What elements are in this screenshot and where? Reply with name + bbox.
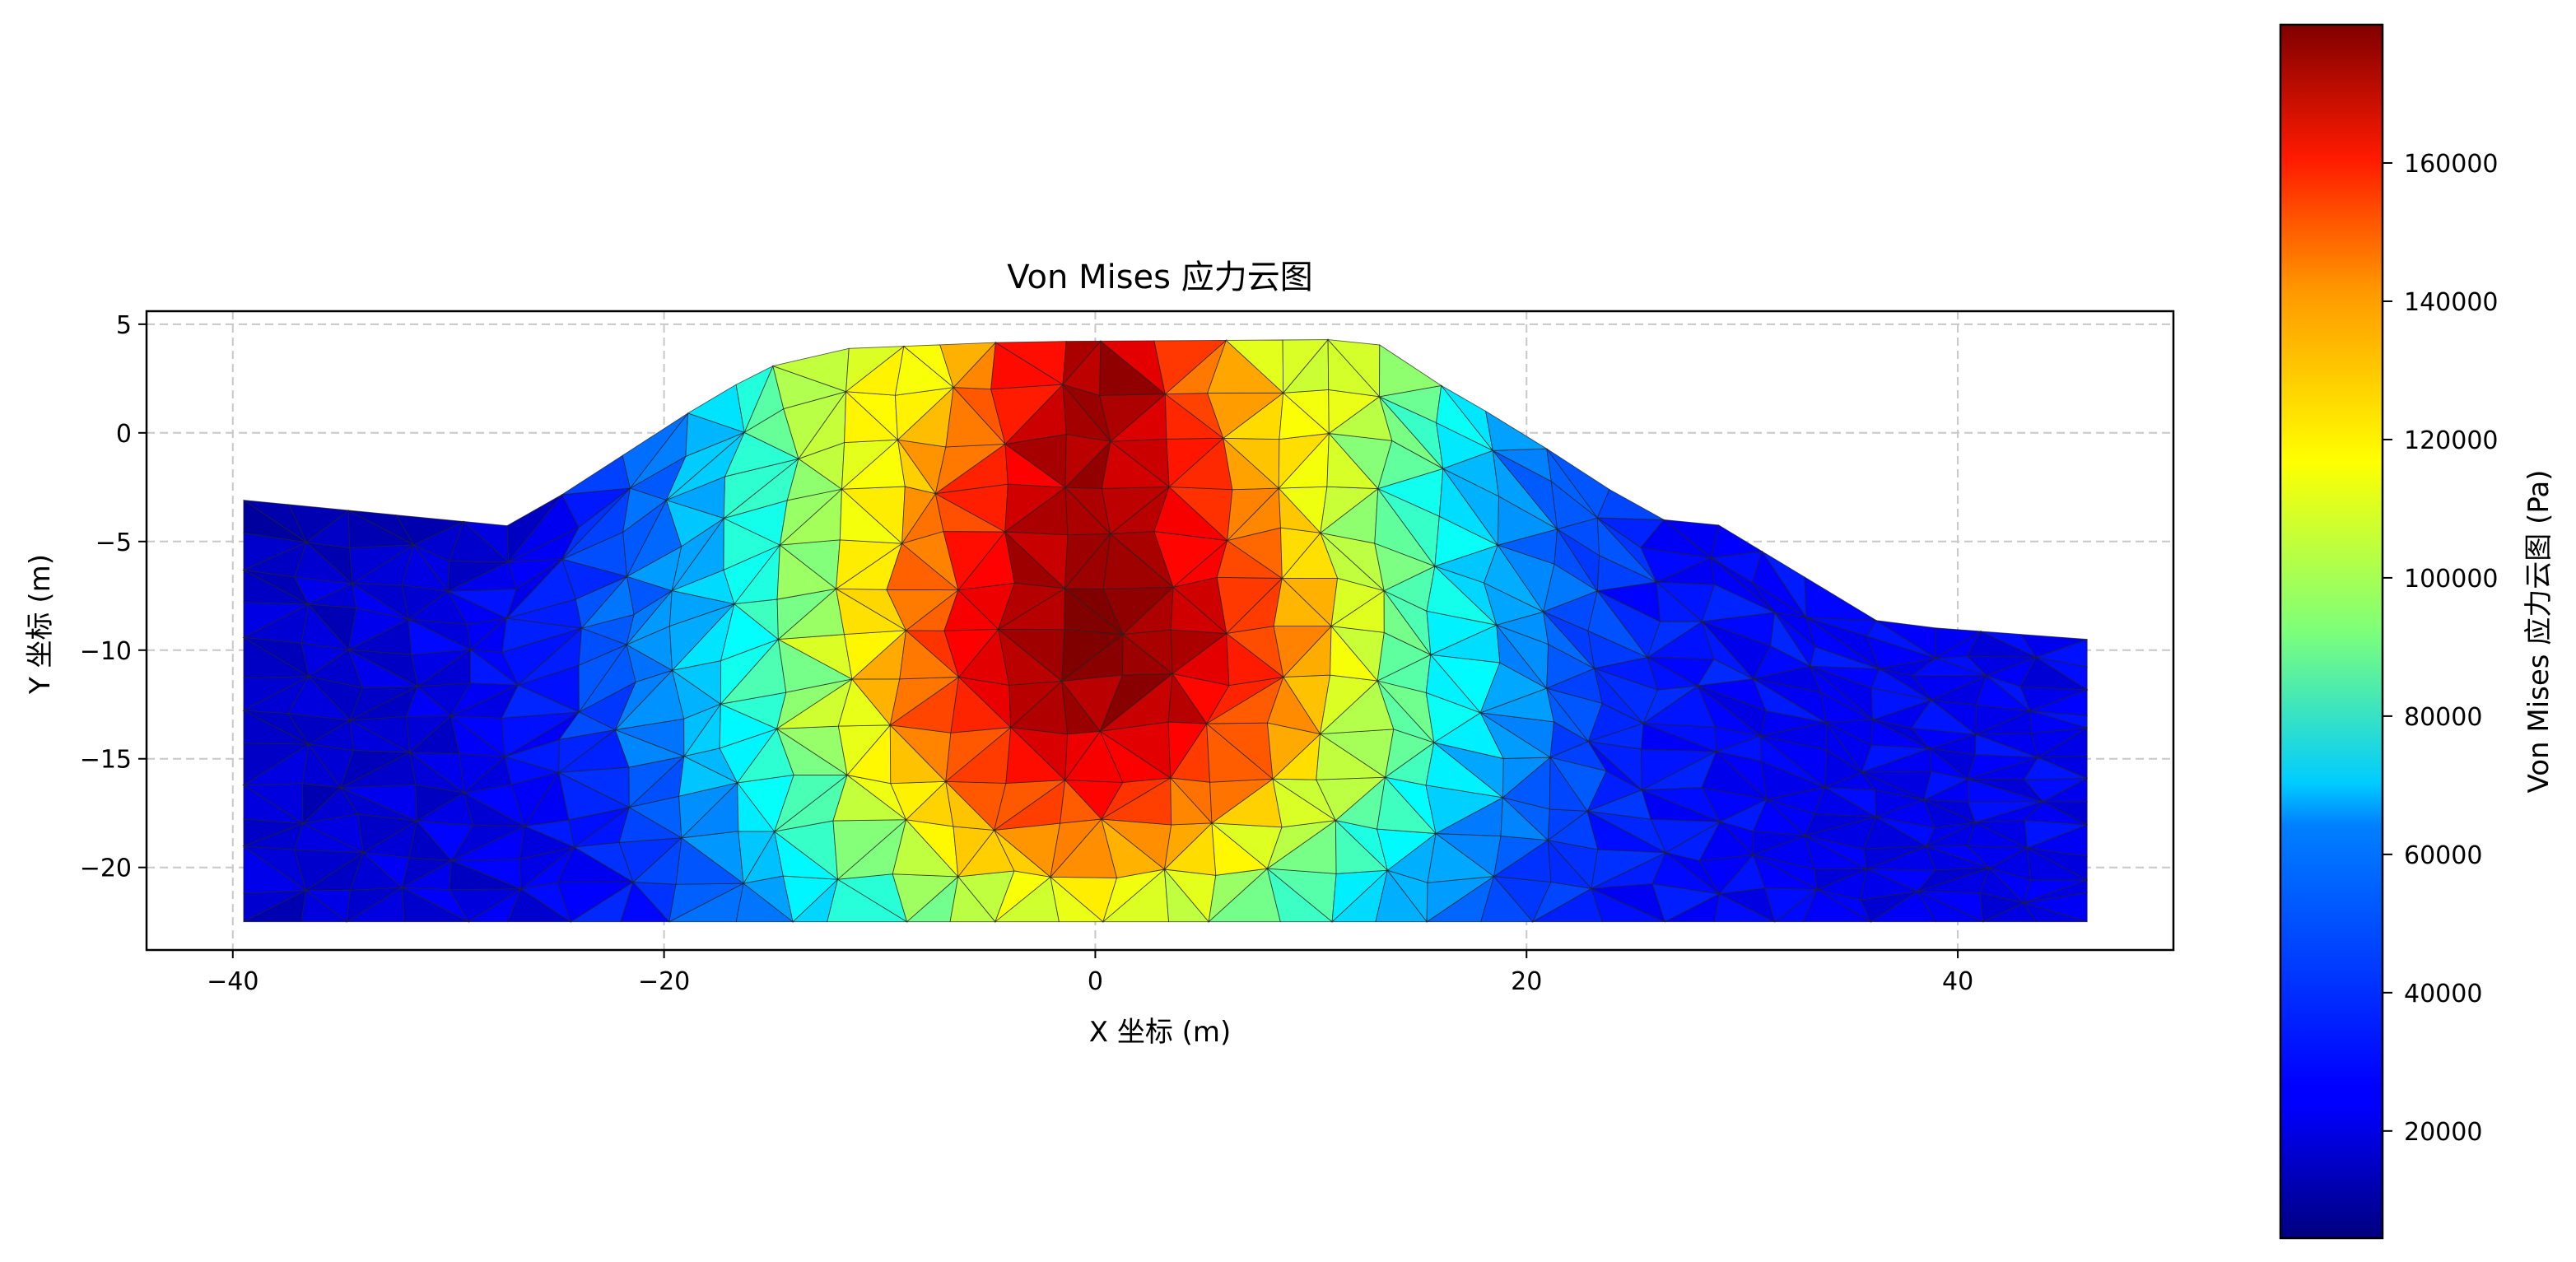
x-tick-label: 0 [1088,967,1103,996]
mesh-element [1282,339,1330,394]
y-tick-label: −5 [95,529,132,557]
mesh-element [1153,339,1227,395]
colorbar-tick-label: 80000 [2404,703,2482,732]
colorbar-label: Von Mises 应力云图 (Pa) [2522,470,2555,794]
colorbar-tick-label: 60000 [2404,841,2482,870]
y-tick-label: 5 [116,311,132,340]
mesh-element [561,454,631,496]
mesh-element [1379,344,1442,398]
colorbar-tick-label: 140000 [2404,288,2499,317]
colorbar-tick-label: 20000 [2404,1118,2482,1147]
mesh-element [1596,488,1665,520]
x-tick-label: 40 [1942,967,1973,996]
mesh-element [1935,627,1982,659]
y-axis-title: Y 坐标 (m) [24,554,57,695]
mesh-element [622,412,689,490]
colorbar-gradient [2279,23,2384,1240]
colorbar-tick-label: 160000 [2404,150,2499,179]
mesh-element [2019,634,2088,658]
colorbar-tick-label: 120000 [2404,426,2499,455]
x-tick-label: 20 [1511,967,1542,996]
x-axis: −40 −20 0 20 40 [207,950,1973,996]
mesh-element [939,342,997,389]
x-axis-title: X 坐标 (m) [1089,1016,1232,1049]
mesh-element [735,365,774,434]
mesh-element [1710,524,1763,559]
plot-frame [145,310,2175,952]
colorbar-ticks: 20000 40000 60000 80000 100000 120000 140000 16… [2383,150,2499,1147]
mesh-triangles [242,338,2089,924]
colorbar-tick-label: 40000 [2404,980,2482,1008]
mesh-element [506,494,563,563]
y-tick-label: −20 [80,855,132,883]
colorbar-tick-label: 100000 [2404,565,2499,594]
mesh-element [845,346,906,393]
chart-title: Von Mises 应力云图 [1007,258,1312,296]
mesh-element [1485,410,1549,451]
colorbar: 20000 40000 60000 80000 100000 120000 140000 16… [2279,23,2555,1240]
x-tick-label: −20 [638,967,690,996]
y-axis: 5 0 −5 −10 −15 −20 [80,311,147,883]
y-tick-label: −10 [80,637,132,666]
mesh-element [1804,576,1877,622]
y-tick-label: −15 [80,746,132,775]
y-tick-label: 0 [116,420,132,449]
mesh-element [1062,340,1102,386]
mesh-element [395,515,465,546]
x-tick-label: −40 [207,967,259,996]
mesh-element [288,504,350,543]
